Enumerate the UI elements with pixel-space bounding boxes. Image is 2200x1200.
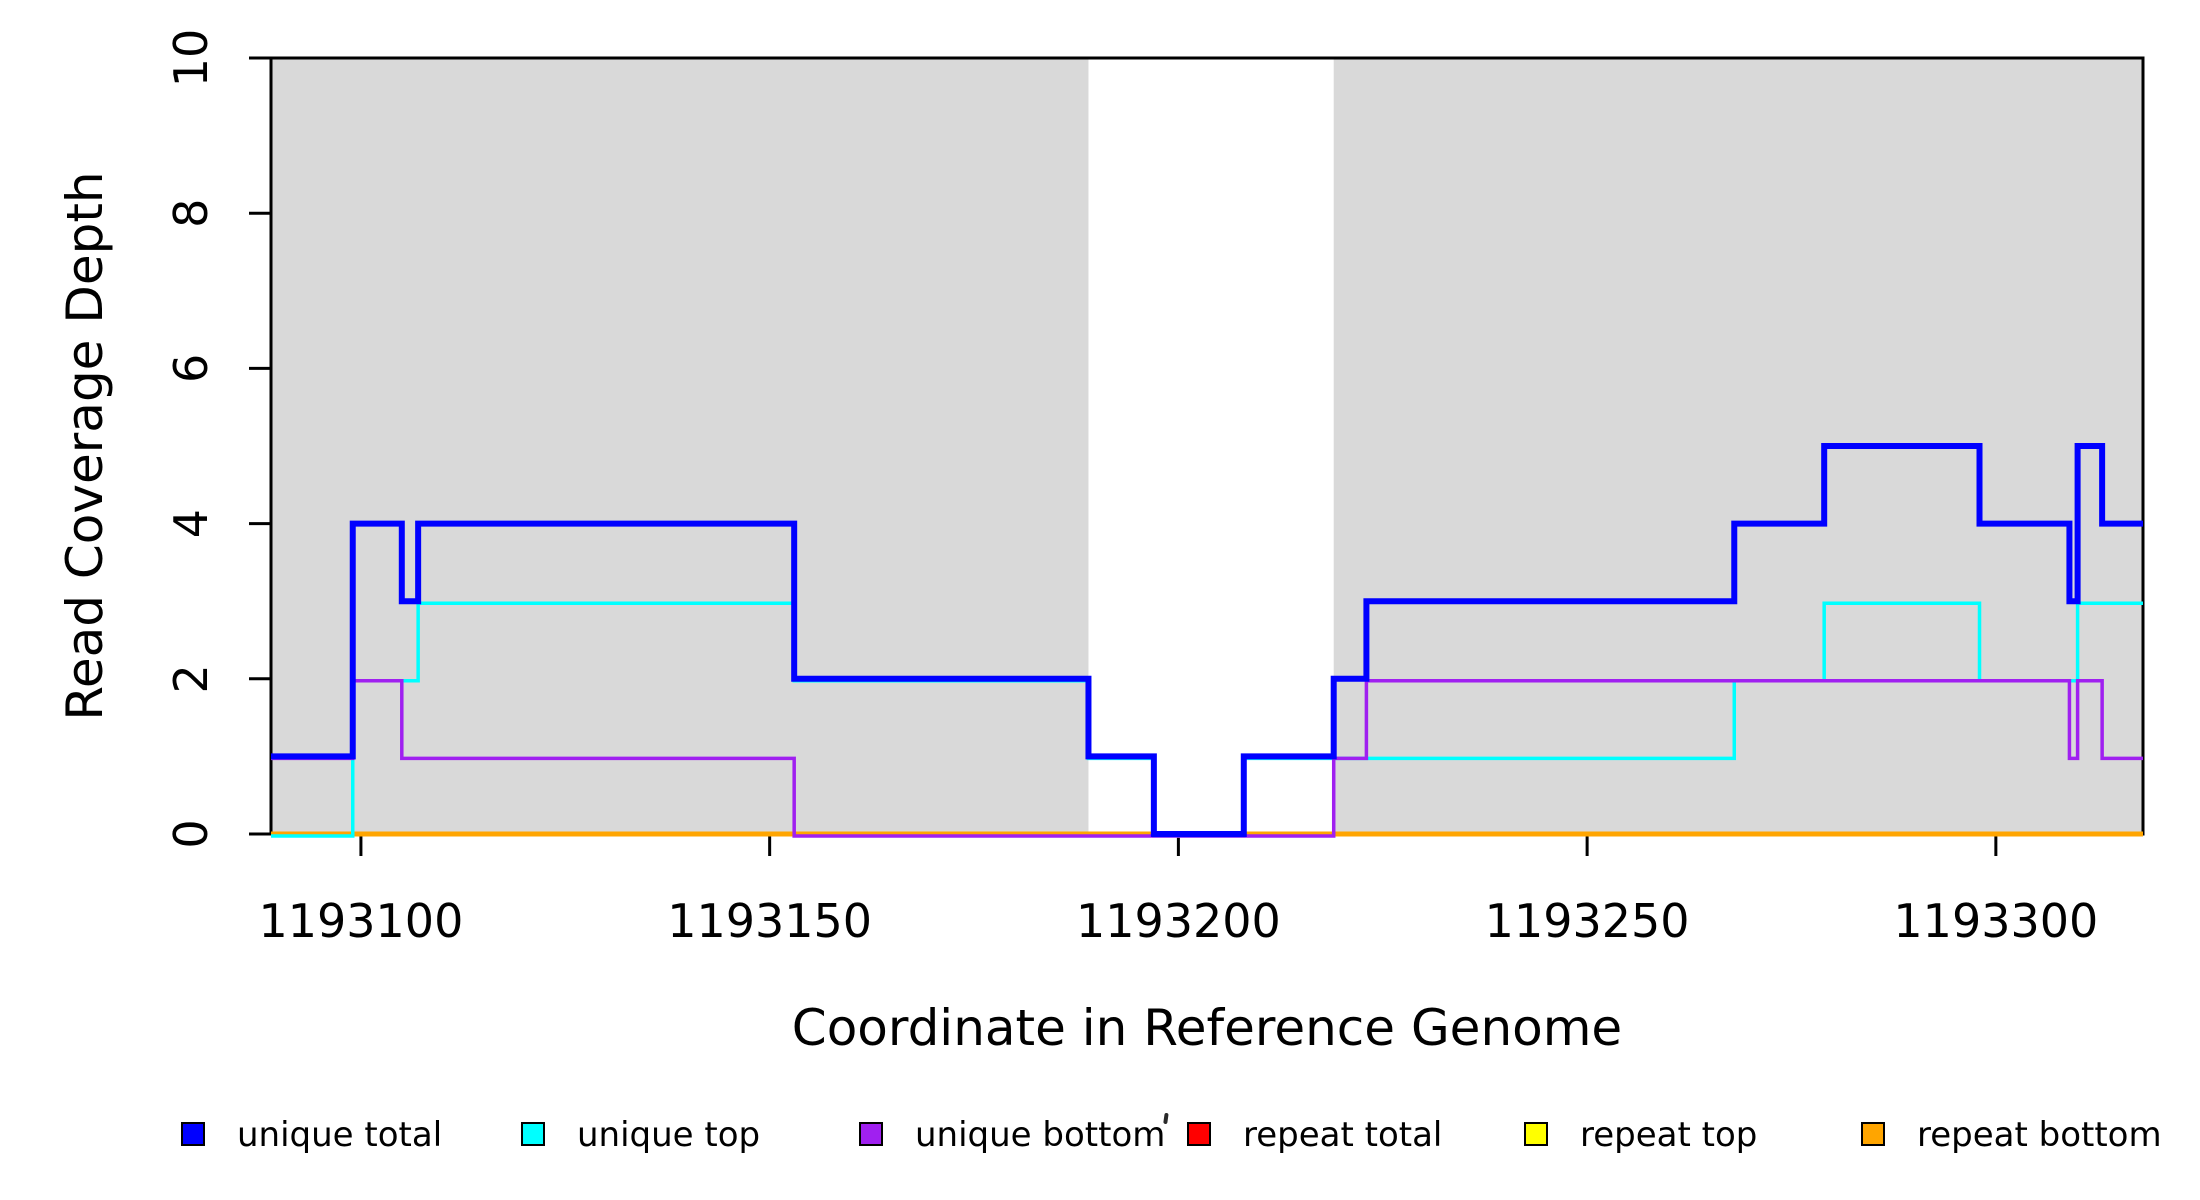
x-axis: 1193100 1193150 1193200 1193250 1193300: [258, 834, 2098, 948]
legend-swatch-unique-bottom: [859, 1122, 883, 1146]
y-tick-label: 6: [164, 354, 218, 383]
legend-item-unique-top: unique top: [521, 1115, 760, 1155]
series-line-unique-total: [271, 443, 2143, 837]
x-tick-label: 1193250: [1485, 894, 1690, 948]
y-tick-label: 4: [164, 509, 218, 538]
legend-label: unique top: [577, 1115, 760, 1155]
legend-label: unique bottom: [915, 1115, 1165, 1155]
y-tick-label: 10: [164, 29, 218, 88]
series-line-unique-bottom: [271, 679, 2143, 838]
x-tick-label: 1193300: [1893, 894, 2098, 948]
legend-item-repeat-top: repeat top: [1524, 1115, 1757, 1155]
shaded-region: [271, 58, 1089, 834]
legend-swatch-repeat-total: [1187, 1122, 1211, 1146]
y-tick-label: 0: [164, 819, 218, 848]
shaded-region: [1333, 58, 2143, 834]
legend-swatch-repeat-top: [1524, 1122, 1548, 1146]
y-axis: 0 2 4 6 8 10: [164, 29, 271, 849]
legend: unique total unique top unique bottom repea…: [181, 1115, 2162, 1155]
y-axis-title: Read Coverage Depth: [56, 171, 114, 720]
legend-label: repeat bottom: [1917, 1115, 2162, 1155]
legend-item-unique-bottom: unique bottom: [859, 1115, 1165, 1155]
legend-item-repeat-total: repeat total: [1187, 1115, 1442, 1155]
x-tick-label: 1193150: [667, 894, 872, 948]
x-axis-title: Coordinate in Reference Genome: [792, 999, 1622, 1057]
y-tick-label: 8: [164, 199, 218, 228]
x-tick-label: 1193200: [1076, 894, 1281, 948]
legend-swatch-unique-total: [181, 1122, 205, 1146]
legend-label: unique total: [237, 1115, 442, 1155]
legend-item-repeat-bottom: repeat bottom: [1861, 1115, 2162, 1155]
series-lines: [271, 443, 2143, 838]
x-tick-label: 1193100: [258, 894, 463, 948]
legend-item-unique-total: unique total: [181, 1115, 442, 1155]
legend-label: repeat total: [1243, 1115, 1442, 1155]
y-tick-label: 2: [164, 664, 218, 693]
stray-mark: [1163, 1113, 1169, 1124]
legend-label: repeat top: [1580, 1115, 1757, 1155]
shaded-regions: [271, 58, 2143, 834]
legend-swatch-unique-top: [521, 1122, 545, 1146]
legend-swatch-repeat-bottom: [1861, 1122, 1885, 1146]
